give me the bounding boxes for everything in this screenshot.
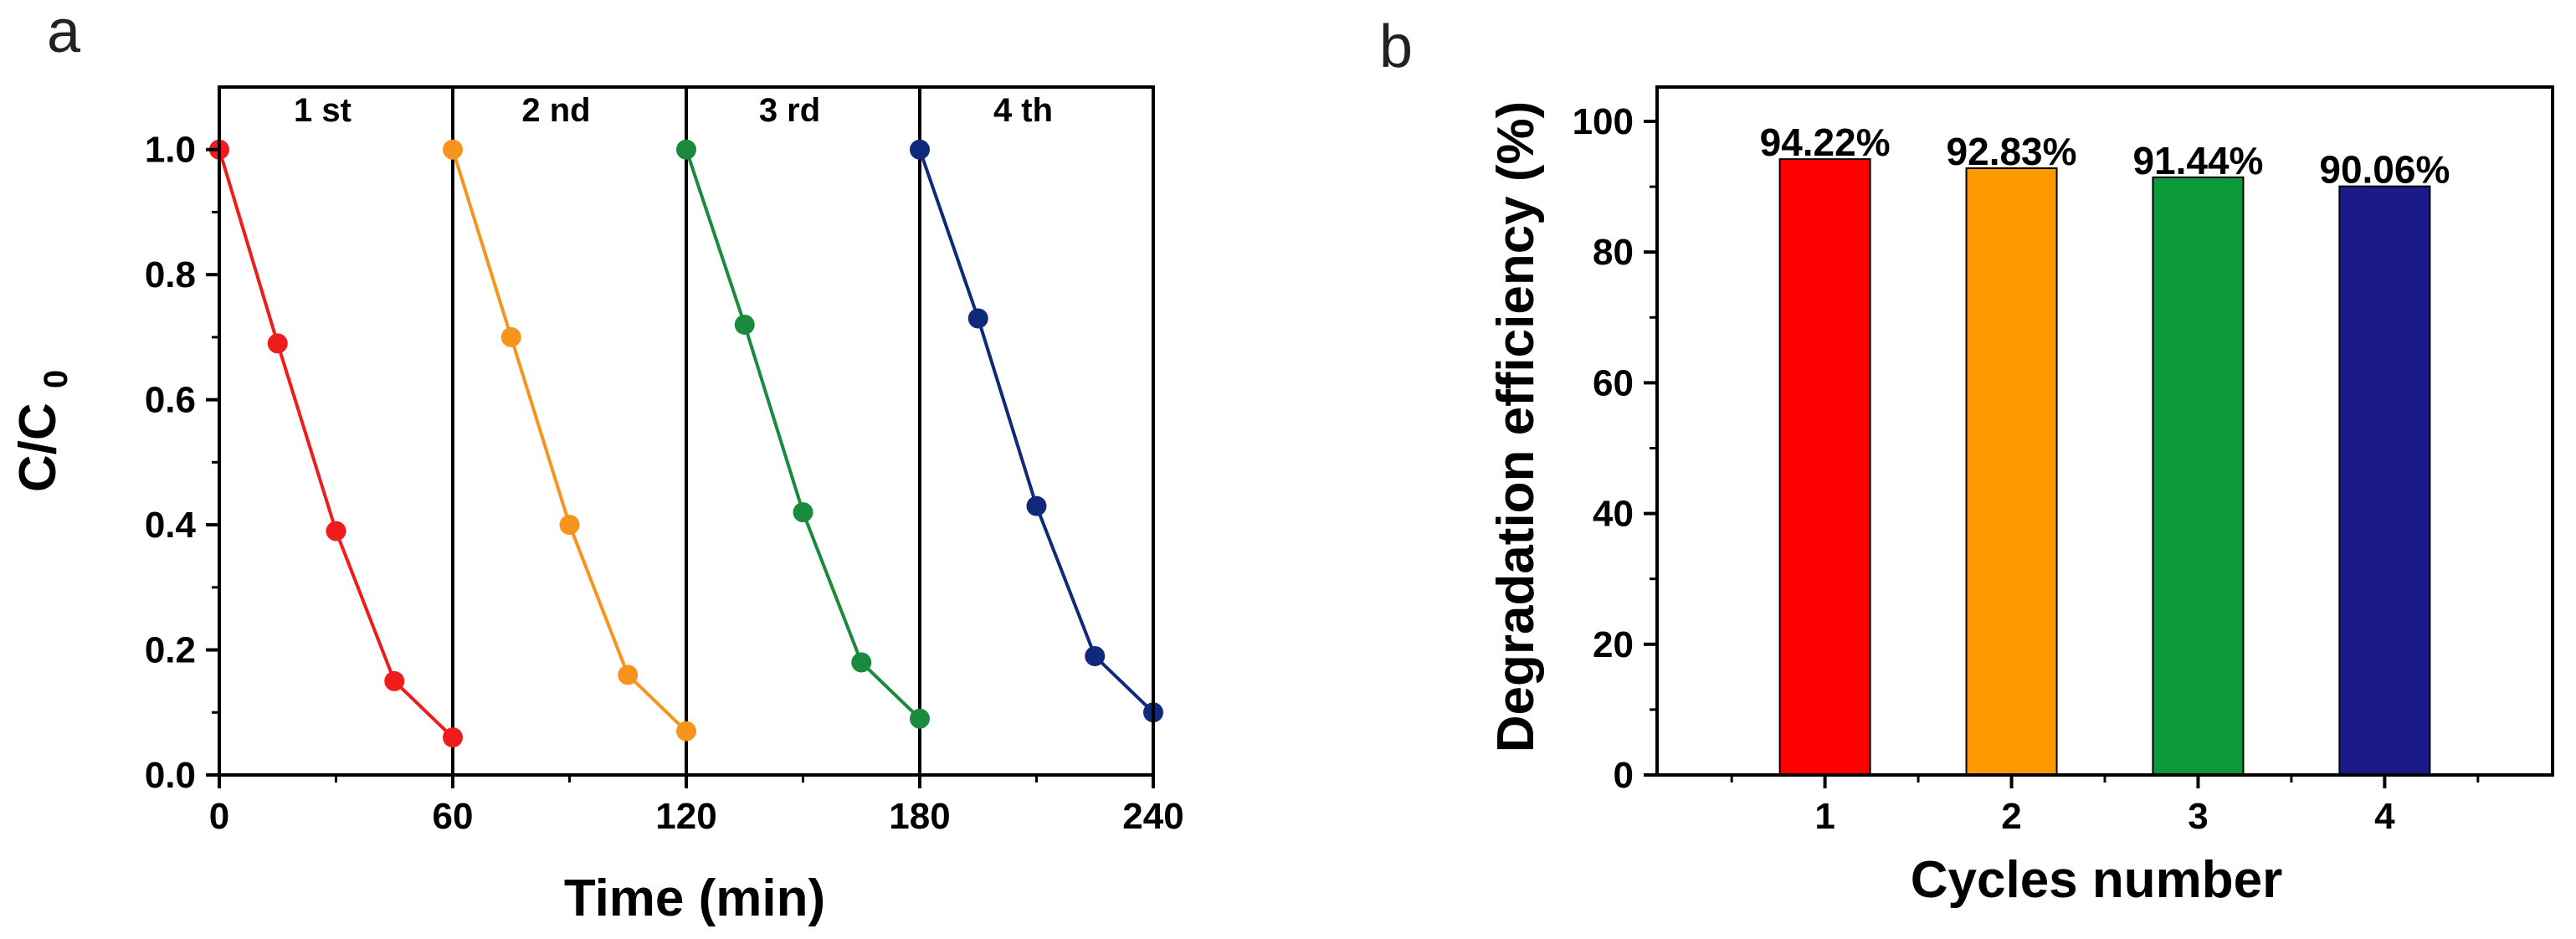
bar-value-label: 91.44%: [2132, 139, 2263, 182]
x-tick-label: 60: [433, 796, 474, 837]
data-point: [618, 664, 639, 685]
series-3: [676, 139, 930, 729]
series-line-2: [451, 149, 688, 733]
series-line-1: [218, 149, 454, 739]
series-2: [443, 139, 696, 741]
data-point: [910, 708, 930, 729]
y-tick-label: 0: [1614, 755, 1634, 796]
y-tick-label: 100: [1573, 101, 1634, 142]
chart-a-y-axis-title: C/C 0: [9, 370, 74, 492]
bar-value-label: 90.06%: [2319, 148, 2450, 192]
bar-cycle-3: [2152, 176, 2245, 777]
chart-b-bars: [1778, 158, 2431, 777]
y-tick-label: 20: [1593, 624, 1634, 665]
chart-b-x-axis-title: Cycles number: [1911, 851, 2283, 909]
data-point: [326, 521, 346, 541]
y-tick-label: 0.6: [145, 380, 196, 421]
x-tick-label: 240: [1122, 796, 1183, 837]
chart-a-cycle-labels: 1 st 2 nd 3 rd 4 th: [294, 92, 1053, 129]
chart-b-value-labels: 94.22% 92.83% 91.44% 90.06%: [1760, 121, 2450, 191]
data-point: [734, 314, 755, 335]
y-tick-label: 60: [1593, 362, 1634, 403]
series-4: [910, 139, 1163, 723]
y-tick-label: 0.2: [145, 630, 196, 671]
panel-label-a: a: [47, 0, 81, 65]
bar-value-label: 94.22%: [1760, 121, 1891, 164]
data-point: [443, 139, 463, 160]
data-point: [967, 308, 988, 329]
chart-a-y-axis-title-main: C/C: [9, 403, 67, 492]
data-point: [384, 670, 405, 691]
y-tick-label: 1.0: [145, 130, 196, 171]
data-point: [1085, 646, 1106, 667]
data-point: [793, 502, 813, 523]
data-point: [559, 515, 580, 536]
data-point: [851, 652, 872, 673]
y-tick-label: 40: [1593, 494, 1634, 535]
x-tick-label: 4: [2374, 796, 2395, 837]
series-line-4: [918, 149, 1155, 714]
chart-a-y-axis-title-subscript: 0: [38, 370, 74, 388]
data-point: [676, 721, 696, 741]
chart-a-cycle-dividers: [451, 87, 921, 775]
bar-cycle-4: [2338, 185, 2431, 776]
bar-value-label: 92.83%: [1947, 130, 2077, 173]
chart-a-line-plot: 0 60 120 180 240 0.0 0.2 0.4 0.6 0.8 1.0 1 st 2 nd 3…: [9, 85, 1184, 927]
cycle-label-1: 1 st: [294, 92, 352, 129]
cycle-label-3: 3 rd: [759, 92, 820, 129]
x-tick-label: 0: [209, 796, 229, 837]
x-tick-label: 120: [655, 796, 716, 837]
data-point: [1026, 495, 1047, 516]
x-tick-label: 180: [889, 796, 950, 837]
y-tick-label: 0.4: [145, 505, 197, 546]
cycle-label-2: 2 nd: [521, 92, 590, 129]
data-point: [910, 139, 930, 160]
data-point: [267, 333, 288, 354]
x-tick-label: 2: [2001, 796, 2021, 837]
x-tick-label: 3: [2188, 796, 2208, 837]
bar-cycle-2: [1965, 167, 2058, 777]
bar-cycle-1: [1778, 158, 1871, 777]
data-point: [443, 727, 463, 748]
data-point: [500, 326, 521, 347]
y-tick-label: 0.0: [145, 755, 196, 796]
series-1: [209, 139, 463, 748]
data-point: [676, 139, 696, 160]
chart-a-ticks: 0 60 120 180 240 0.0 0.2 0.4 0.6 0.8 1.0: [145, 130, 1184, 837]
x-tick-label: 1: [1814, 796, 1835, 837]
y-tick-label: 0.8: [145, 254, 196, 295]
y-tick-label: 80: [1593, 232, 1634, 273]
series-line-3: [685, 149, 921, 721]
chart-b-y-axis-title: Degradation efficiency (%): [1487, 101, 1545, 753]
cycle-label-4: 4 th: [993, 92, 1053, 129]
chart-a-x-axis-title: Time (min): [564, 870, 825, 927]
panel-label-b: b: [1379, 13, 1413, 80]
